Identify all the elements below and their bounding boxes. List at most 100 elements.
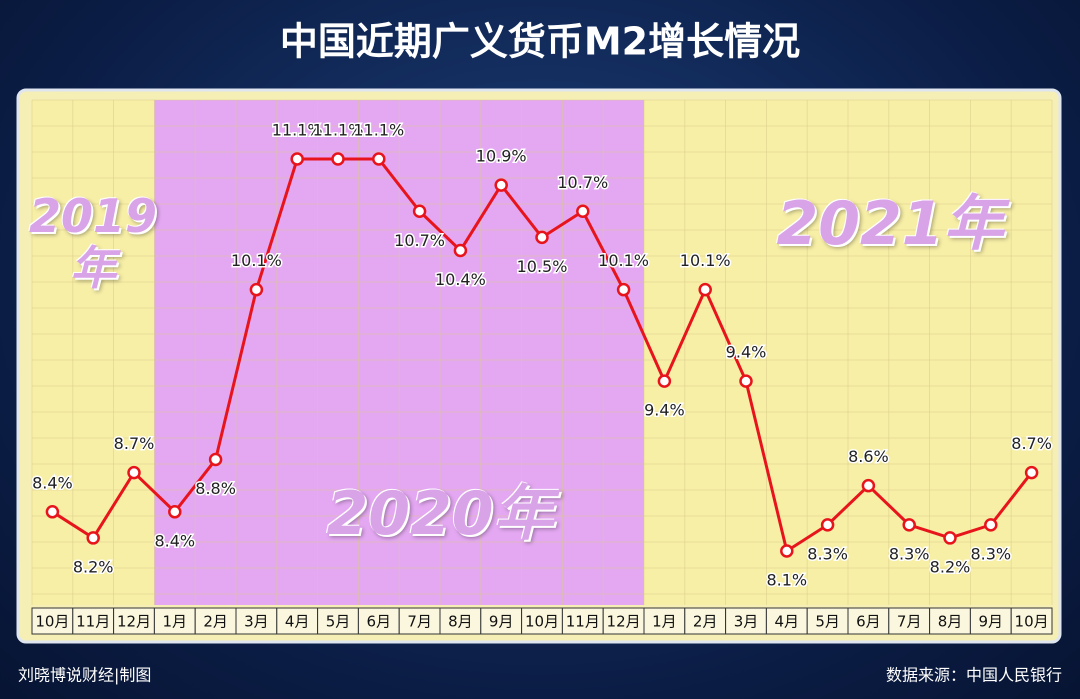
x-tick-label: 11月 [566,613,600,631]
data-label: 10.1% [231,251,282,270]
category-cell [31,607,74,635]
x-tick-label: 5月 [815,613,840,631]
data-label: 8.4% [32,473,73,492]
x-tick-label: 10月 [525,613,559,631]
data-label: 11.1% [272,121,323,140]
data-label: 10.7% [394,231,445,250]
data-label: 11.1% [353,121,404,140]
data-point [290,152,304,166]
category-cell [357,607,400,635]
data-label: 10.1% [598,251,649,270]
category-cell [725,607,767,635]
data-point [45,505,60,519]
data-point [902,518,916,532]
data-point [739,374,753,388]
data-point [616,282,631,297]
category-cell [194,607,237,635]
x-tick-label: 1月 [652,613,677,631]
x-tick-label: 1月 [163,613,188,631]
period-label: 2021年 [776,189,1004,259]
x-tick-label: 7月 [897,613,922,631]
data-point [698,282,712,297]
data-label: 11.1% [313,121,364,140]
x-tick-label: 12月 [607,613,641,631]
data-point [861,478,876,493]
chart-title: 中国近期广义货币M2增长情况 [280,20,800,64]
x-tick-label: 12月 [117,613,151,631]
x-tick-label: 8月 [448,613,473,631]
x-tick-label: 6月 [367,613,392,631]
data-label: 8.4% [154,531,195,550]
data-label: 10.1% [680,251,731,270]
x-tick-label: 9月 [489,613,514,631]
data-label: 10.4% [435,270,486,289]
period-label: 2020年 [326,479,554,549]
data-point [249,282,264,297]
data-label: 9.4% [726,343,767,362]
x-tick-label: 11月 [76,613,110,631]
x-tick-label: 8月 [938,613,963,631]
x-tick-label: 4月 [775,613,800,631]
data-point [943,531,957,545]
category-cell [480,607,523,635]
x-tick-label: 3月 [734,613,759,631]
data-label: 8.2% [930,557,971,576]
x-tick-label: 4月 [285,613,310,631]
data-point [984,518,998,532]
x-tick-label: 6月 [856,613,881,631]
x-tick-label: 7月 [407,613,432,631]
data-label: 8.6% [848,447,889,466]
category-cell [276,607,319,635]
data-point [1024,465,1039,480]
x-tick-label: 3月 [244,613,269,631]
data-label: 8.1% [766,571,807,590]
category-cell [561,607,604,635]
data-label: 10.9% [476,147,527,166]
data-label: 8.8% [195,479,236,498]
data-point [453,243,468,258]
data-label: 9.4% [644,401,685,420]
data-point [168,505,182,519]
category-cell [439,607,482,635]
category-cell [521,607,563,635]
data-point [780,544,794,558]
category-cell [1010,607,1053,635]
data-point [208,452,223,467]
source: 数据来源：中国人民银行 [886,666,1062,685]
data-label: 8.2% [73,557,114,576]
x-tick-label: 2月 [203,613,228,631]
credit: 刘晓博说财经|制图 [18,666,151,685]
data-label: 8.3% [807,544,848,563]
category-cell [113,607,155,635]
data-point [372,152,386,166]
x-tick-label: 5月 [326,613,351,631]
data-point [127,465,141,480]
data-label: 10.5% [517,257,568,276]
period-band [32,100,155,605]
category-cell [153,607,196,635]
data-label: 10.7% [557,173,608,192]
x-tick-label: 10月 [1015,613,1049,631]
data-label: 8.3% [970,544,1011,563]
data-label: 8.3% [889,544,930,563]
data-point [494,178,508,192]
category-cell [765,607,808,635]
period-label: 2019年 [28,189,158,295]
category-cell [684,607,727,635]
category-cell [929,607,971,635]
category-cell [398,607,441,635]
x-tick-label: 9月 [979,613,1004,631]
data-point [412,204,427,219]
data-point [657,374,672,388]
data-point [576,204,590,219]
data-label: 8.7% [1011,434,1052,453]
data-point [820,518,835,532]
category-cell [235,607,278,635]
data-point [535,230,549,245]
data-label: 8.7% [114,434,155,453]
category-cell [847,607,890,635]
data-point [86,531,100,545]
data-point [331,152,345,166]
